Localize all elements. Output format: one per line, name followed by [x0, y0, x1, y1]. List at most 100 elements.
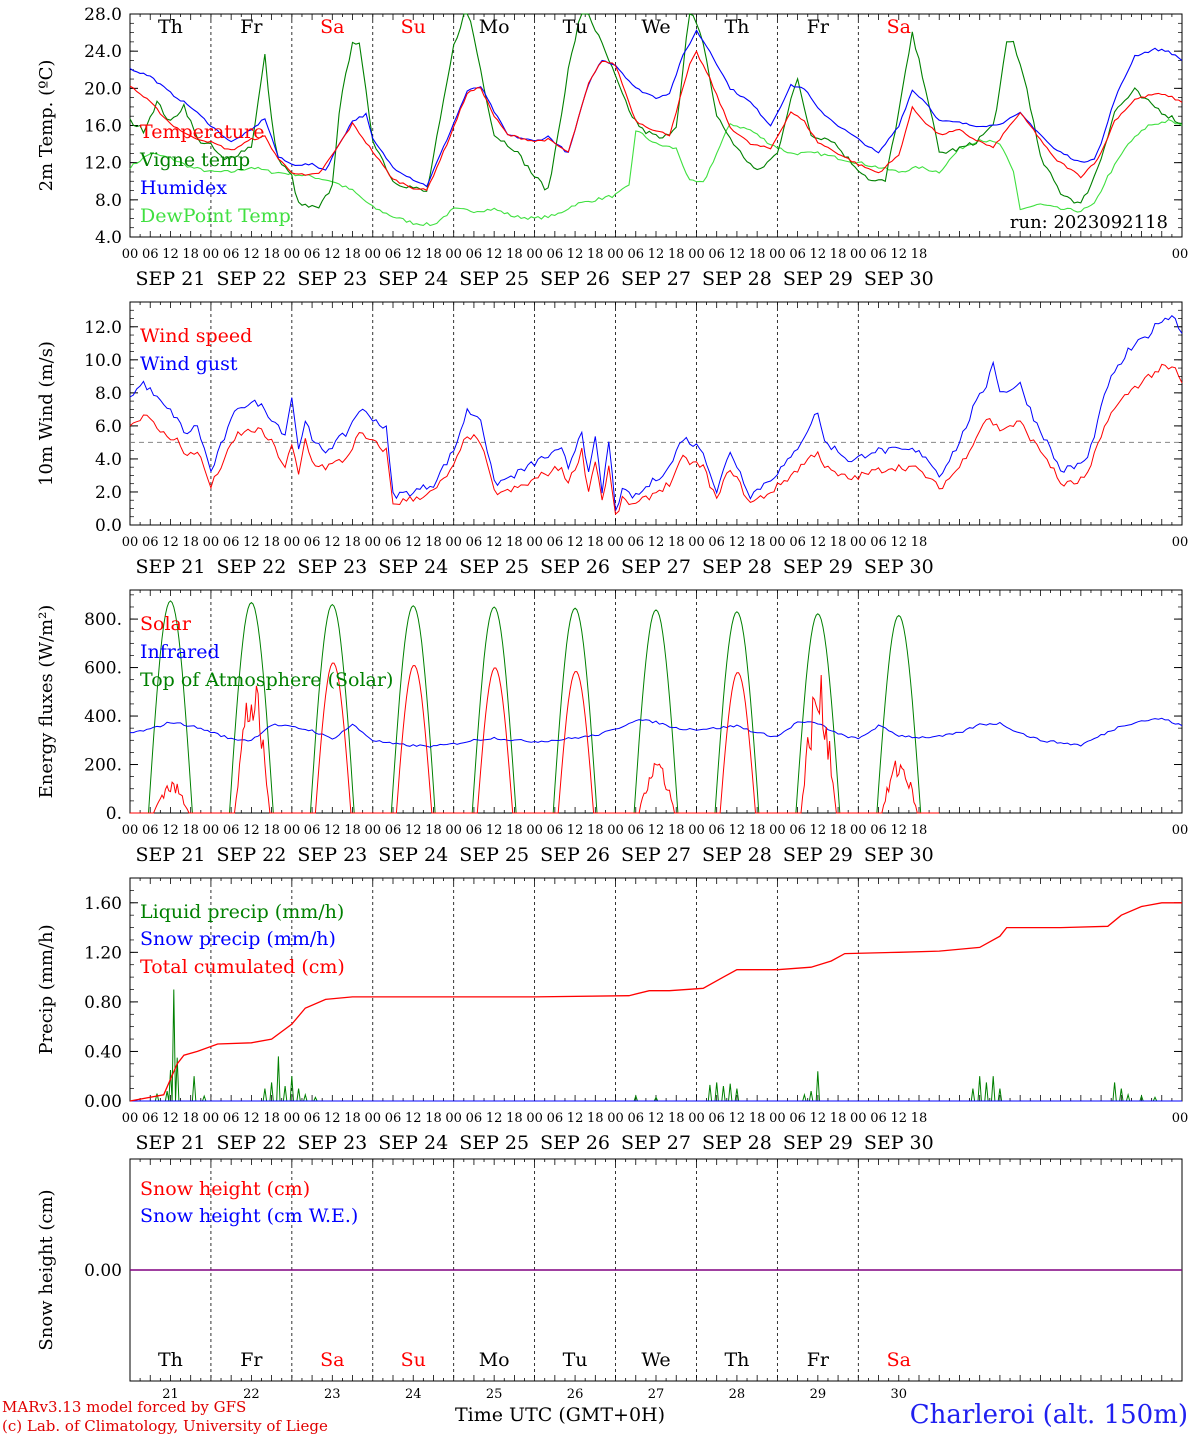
hour-tick-label: 06	[304, 823, 321, 838]
y-tick-label: 200.	[84, 756, 122, 776]
date-label: SEP 30	[864, 556, 934, 578]
date-label: SEP 25	[459, 556, 529, 578]
hour-tick-label: 00	[1172, 823, 1189, 838]
hour-tick-label: 00	[203, 1111, 220, 1126]
date-label: SEP 23	[297, 268, 367, 290]
hour-tick-label: 00	[526, 823, 543, 838]
station-label: Charleroi (alt. 150m)	[909, 1400, 1188, 1430]
series-temperature	[129, 50, 1183, 192]
y-tick-label: 2.0	[95, 483, 122, 503]
hour-tick-label: 00	[445, 247, 462, 262]
hour-tick-label: 00	[203, 823, 220, 838]
hour-tick-label: 06	[708, 247, 725, 262]
hour-tick-label: 18	[587, 823, 604, 838]
date-label: SEP 24	[378, 844, 448, 866]
hour-tick-label: 06	[142, 1111, 159, 1126]
hour-tick-label: 00	[526, 247, 543, 262]
hour-tick-label: 18	[263, 1111, 280, 1126]
hour-tick-label: 06	[142, 535, 159, 550]
model-credit: MARv3.13 model forced by GFS (c) Lab. of…	[2, 1398, 328, 1436]
hour-tick-label: 06	[708, 823, 725, 838]
y-axis-label: Precip (mm/h)	[36, 924, 57, 1054]
date-label: SEP 28	[702, 1132, 772, 1154]
y-tick-label: 0.00	[84, 1092, 122, 1112]
y-tick-label: 0.40	[84, 1042, 122, 1062]
hour-tick-label: 18	[344, 1111, 361, 1126]
hour-tick-label: 12	[648, 247, 665, 262]
hour-tick-label: 06	[708, 535, 725, 550]
hour-tick-label: 18	[911, 535, 928, 550]
hour-tick-label: 18	[830, 247, 847, 262]
hour-tick-label: 12	[162, 1111, 179, 1126]
date-label: SEP 26	[540, 268, 610, 290]
hour-tick-label: 06	[627, 247, 644, 262]
legend-dewpoint-temp: DewPoint Temp	[140, 205, 291, 227]
hour-tick-label: 18	[911, 823, 928, 838]
hour-tick-label: 00	[284, 823, 301, 838]
day-number-label: 23	[324, 1387, 341, 1402]
series-total-cumulated	[129, 902, 1182, 1102]
date-label: SEP 21	[136, 1132, 206, 1154]
y-tick-label: 1.20	[84, 943, 122, 963]
hour-tick-label: 06	[627, 823, 644, 838]
hour-tick-label: 18	[668, 823, 685, 838]
hour-tick-label: 00	[445, 535, 462, 550]
hour-tick-label: 12	[324, 1111, 341, 1126]
hour-tick-label: 12	[729, 535, 746, 550]
hour-tick-label: 00	[445, 1111, 462, 1126]
y-axis-label: 2m Temp. (ºC)	[36, 60, 57, 192]
hour-tick-label: 12	[243, 247, 260, 262]
series-vigne-temp	[129, 13, 1183, 209]
hour-tick-label: 06	[870, 535, 887, 550]
date-label: SEP 23	[297, 556, 367, 578]
date-label: SEP 25	[459, 1132, 529, 1154]
legend-wind-gust: Wind gust	[140, 353, 238, 375]
hour-tick-label: 18	[425, 1111, 442, 1126]
legend-humidex: Humidex	[140, 177, 227, 199]
hour-tick-label: 06	[304, 247, 321, 262]
hour-tick-label: 00	[364, 823, 381, 838]
hour-tick-label: 18	[344, 247, 361, 262]
hour-tick-label: 12	[486, 823, 503, 838]
hour-tick-label: 18	[911, 1111, 928, 1126]
weekday-label-bottom: Th	[724, 1349, 749, 1371]
date-label: SEP 27	[621, 844, 691, 866]
hour-tick-label: 00	[122, 1111, 139, 1126]
hour-tick-label: 06	[142, 247, 159, 262]
x-axis-title: Time UTC (GMT+0H)	[455, 1404, 666, 1426]
panel-frame-1	[129, 301, 1183, 526]
hour-tick-label: 12	[729, 823, 746, 838]
date-label: SEP 30	[864, 844, 934, 866]
hour-tick-label: 06	[708, 1111, 725, 1126]
y-tick-label: 4.0	[95, 228, 122, 248]
hour-tick-label: 12	[162, 535, 179, 550]
hour-tick-label: 06	[304, 1111, 321, 1126]
hour-tick-label: 18	[587, 1111, 604, 1126]
y-tick-label: 800.	[84, 610, 122, 630]
hour-tick-label: 18	[587, 247, 604, 262]
hour-tick-label: 12	[486, 1111, 503, 1126]
hour-tick-label: 00	[769, 247, 786, 262]
hour-tick-label: 12	[567, 823, 584, 838]
hour-tick-label: 06	[466, 823, 483, 838]
date-label: SEP 25	[459, 844, 529, 866]
hour-tick-label: 18	[668, 247, 685, 262]
hour-tick-label: 18	[182, 823, 199, 838]
hour-tick-label: 18	[263, 823, 280, 838]
hour-tick-label: 12	[567, 1111, 584, 1126]
weekday-label-bottom: Tu	[563, 1349, 588, 1371]
hour-tick-label: 00	[688, 1111, 705, 1126]
hour-tick-label: 00	[526, 535, 543, 550]
hour-tick-label: 18	[830, 535, 847, 550]
hour-tick-label: 00	[364, 535, 381, 550]
hour-tick-label: 12	[405, 1111, 422, 1126]
hour-tick-label: 18	[182, 1111, 199, 1126]
date-label: SEP 24	[378, 268, 448, 290]
date-label: SEP 25	[459, 268, 529, 290]
hour-tick-label: 06	[223, 823, 240, 838]
hour-tick-label: 00	[1172, 535, 1189, 550]
y-axis-label: Energy fluxes (W/m²)	[36, 605, 57, 799]
hour-tick-label: 06	[385, 535, 402, 550]
weekday-label-top: Tu	[563, 16, 588, 38]
series-solar	[130, 662, 940, 814]
